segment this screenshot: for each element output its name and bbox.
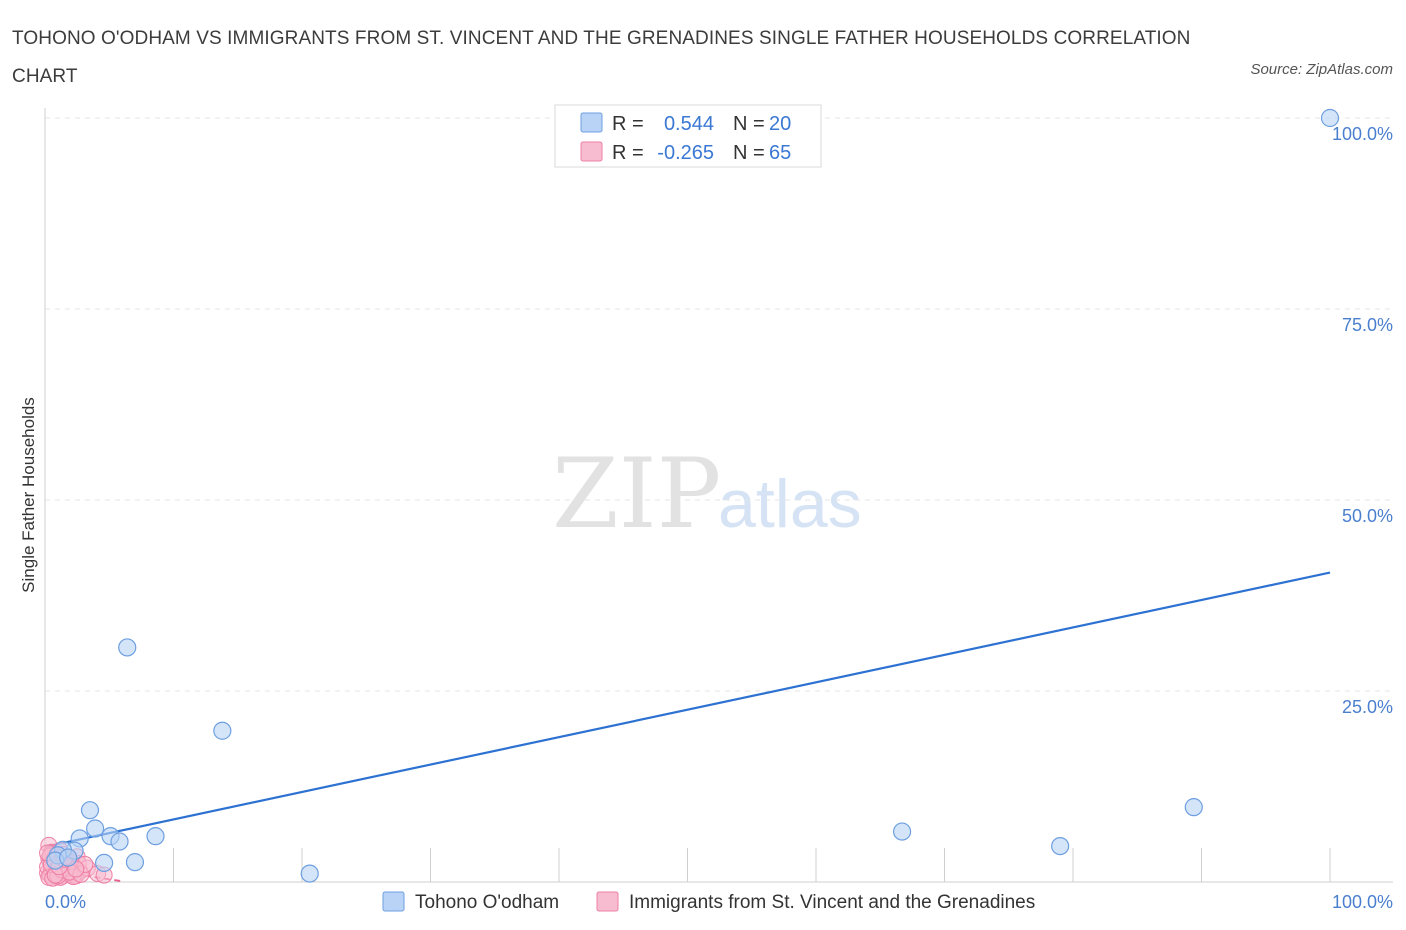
point-tohono-15: [1051, 836, 1070, 856]
legend-r-label-pink: R =: [612, 142, 644, 164]
series-legend-swatch-blue: [382, 891, 405, 912]
legend-r-value-pink: -0.265: [657, 142, 714, 164]
y-tick-label-0: 100.0%: [1332, 124, 1393, 144]
series-legend-label-blue: Tohono O'odham: [415, 892, 559, 913]
x-tick-labels: 0.0% 100.0%: [45, 892, 1393, 912]
point-tohono-1: [118, 638, 137, 657]
grid-lines: [45, 117, 1393, 692]
point-tohono-12: [95, 853, 114, 873]
point-tohono-13: [300, 864, 319, 883]
watermark-zip: ZIP: [552, 438, 721, 550]
x-tick-label-1: 100.0%: [1332, 892, 1393, 912]
legend-n-label-pink: N =: [733, 142, 765, 164]
point-tohono-14: [892, 822, 912, 841]
y-tick-labels: 100.0% 75.0% 50.0% 25.0%: [1332, 124, 1393, 717]
legend-n-label-blue: N =: [733, 113, 765, 135]
point-tohono-6: [146, 827, 165, 846]
y-axis-label: Single Father Households: [19, 397, 38, 593]
series-legend: Tohono O'odham Immigrants from St. Vince…: [382, 891, 1035, 913]
point-tohono-4: [86, 819, 105, 838]
legend-swatch-pink: [580, 141, 603, 162]
legend-r-value-blue: 0.544: [664, 113, 714, 135]
chart-title: TOHONO O'ODHAM VS IMMIGRANTS FROM ST. VI…: [12, 28, 1191, 87]
point-tohono-8: [110, 832, 129, 851]
point-tohono-3: [80, 801, 100, 820]
point-tohono-19: [59, 848, 78, 867]
stats-legend: R = 0.544 N = 20 R = -0.265 N = 65: [554, 104, 822, 168]
axes: [44, 108, 1393, 883]
y-tick-label-1: 75.0%: [1342, 315, 1393, 335]
legend-n-value-blue: 20: [769, 113, 791, 135]
x-tick-label-0: 0.0%: [45, 892, 86, 912]
point-tohono-16: [1184, 798, 1203, 817]
series-legend-swatch-pink: [596, 891, 619, 912]
point-tohono-11: [125, 853, 145, 872]
data-points: [39, 108, 1340, 887]
legend-n-value-pink: 65: [769, 142, 791, 164]
series-legend-label-pink: Immigrants from St. Vincent and the Gren…: [629, 892, 1035, 913]
trend-line-tohono: [44, 571, 1331, 848]
trend-lines: [44, 571, 1331, 883]
point-tohono-0: [1320, 108, 1340, 128]
legend-swatch-blue: [580, 112, 603, 133]
point-tohono-2: [213, 721, 232, 740]
source-label: Source: ZipAtlas.com: [1250, 61, 1393, 78]
watermark-atlas: atlas: [718, 466, 862, 542]
legend-r-label-blue: R =: [612, 113, 644, 135]
y-tick-label-3: 25.0%: [1342, 697, 1393, 717]
y-tick-label-2: 50.0%: [1342, 506, 1393, 526]
